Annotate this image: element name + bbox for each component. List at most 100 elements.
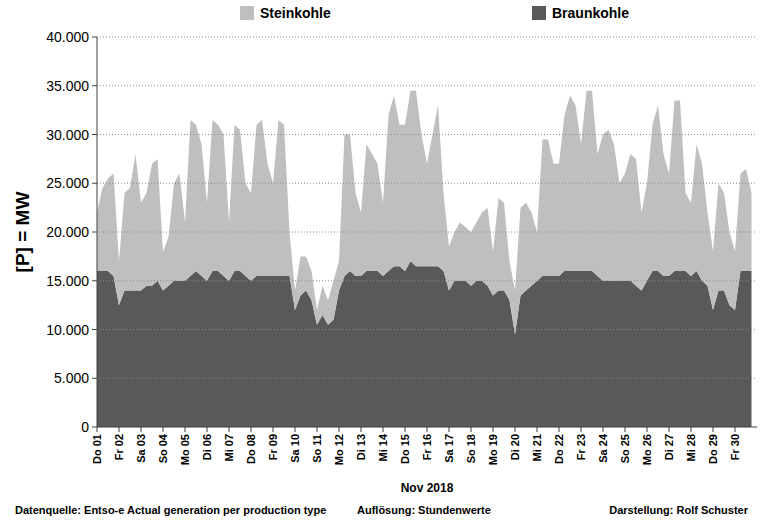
grid-line bbox=[97, 37, 757, 38]
legend-swatch bbox=[532, 6, 546, 20]
y-tick bbox=[92, 378, 97, 379]
x-tick-label: Mo 12 bbox=[333, 434, 345, 465]
x-tick bbox=[669, 427, 670, 432]
grid-line bbox=[97, 378, 757, 379]
x-tick bbox=[537, 427, 538, 432]
y-tick bbox=[92, 37, 97, 38]
x-tick bbox=[691, 427, 692, 432]
y-tick-label: 25.000 bbox=[46, 175, 89, 191]
areas bbox=[97, 91, 752, 427]
x-tick-label: Fr 02 bbox=[113, 434, 125, 460]
x-tick bbox=[163, 427, 164, 432]
y-tick-label: 20.000 bbox=[46, 224, 89, 240]
x-tick bbox=[449, 427, 450, 432]
x-tick-label: Do 22 bbox=[553, 434, 565, 464]
y-tick bbox=[92, 280, 97, 281]
x-tick-label: Di 06 bbox=[201, 434, 213, 460]
footer-text: Darstellung: Rolf Schuster bbox=[609, 504, 748, 516]
x-tick bbox=[581, 427, 582, 432]
x-tick-label: Sa 03 bbox=[135, 434, 147, 463]
x-tick-label: Mo 05 bbox=[179, 434, 191, 465]
x-tick-label: Di 13 bbox=[355, 434, 367, 460]
x-tick bbox=[207, 427, 208, 432]
x-tick-label: Sa 24 bbox=[597, 433, 609, 463]
y-tick-label: 40.000 bbox=[46, 29, 89, 45]
legend-swatch bbox=[240, 6, 254, 20]
y-tick-label: 35.000 bbox=[46, 78, 89, 94]
x-tick bbox=[405, 427, 406, 432]
x-tick bbox=[317, 427, 318, 432]
y-tick bbox=[92, 134, 97, 135]
x-tick-label: Mo 26 bbox=[641, 434, 653, 465]
x-tick bbox=[625, 427, 626, 432]
x-tick-label: Mi 14 bbox=[377, 433, 389, 461]
grid-line bbox=[97, 134, 757, 135]
x-tick-label: So 11 bbox=[311, 434, 323, 463]
x-tick bbox=[383, 427, 384, 432]
grid-line bbox=[97, 280, 757, 281]
x-tick bbox=[471, 427, 472, 432]
x-tick bbox=[295, 427, 296, 432]
chart-svg: 0 5.000 10.000 15.000 20.000 25.000 30.000 35.0… bbox=[0, 0, 771, 532]
x-tick-label: Sa 17 bbox=[443, 434, 455, 463]
x-tick-label: Do 15 bbox=[399, 434, 411, 464]
y-tick-label: 5.000 bbox=[54, 370, 89, 386]
x-tick-label: Di 27 bbox=[663, 434, 675, 460]
x-tick bbox=[735, 427, 736, 432]
x-tick bbox=[97, 427, 98, 432]
y-tick bbox=[92, 232, 97, 233]
y-axis-title: [P] = MW bbox=[12, 192, 33, 273]
grid-line bbox=[97, 85, 757, 86]
grid-line bbox=[97, 183, 757, 184]
x-tick-label: Di 20 bbox=[509, 434, 521, 460]
x-tick bbox=[713, 427, 714, 432]
x-tick-label: Mi 07 bbox=[223, 434, 235, 462]
y-tick bbox=[92, 427, 97, 428]
x-tick bbox=[603, 427, 604, 432]
x-tick-label: Fr 16 bbox=[421, 434, 433, 460]
footer-text: Auflösung: Stundenwerte bbox=[357, 504, 491, 516]
x-tick-label: Do 08 bbox=[245, 434, 257, 464]
area-0 bbox=[97, 261, 752, 427]
x-tick-label: So 25 bbox=[619, 434, 631, 463]
x-tick-label: So 04 bbox=[157, 433, 169, 463]
legend-label: Braunkohle bbox=[552, 5, 629, 21]
x-tick-label: Do 29 bbox=[707, 434, 719, 464]
x-tick-label: So 18 bbox=[465, 434, 477, 463]
x-tick bbox=[427, 427, 428, 432]
x-tick bbox=[361, 427, 362, 432]
x-tick-label: Mi 28 bbox=[685, 434, 697, 462]
x-tick bbox=[119, 427, 120, 432]
x-tick-label: Do 01 bbox=[91, 434, 103, 464]
x-tick bbox=[185, 427, 186, 432]
x-tick bbox=[493, 427, 494, 432]
grid-line bbox=[97, 329, 757, 330]
x-tick bbox=[141, 427, 142, 432]
x-tick-label: Fr 23 bbox=[575, 434, 587, 460]
x-axis-title: Nov 2018 bbox=[401, 481, 454, 495]
y-tick bbox=[92, 183, 97, 184]
x-tick bbox=[559, 427, 560, 432]
footer-text: Datenquelle: Entso-e Actual generation p… bbox=[15, 504, 326, 516]
x-tick-label: Mi 21 bbox=[531, 434, 543, 462]
y-tick-label: 0 bbox=[81, 419, 89, 435]
grid-line bbox=[97, 232, 757, 233]
y-tick bbox=[92, 85, 97, 86]
y-tick-label: 30.000 bbox=[46, 127, 89, 143]
area-1 bbox=[97, 91, 752, 335]
legend-label: Steinkohle bbox=[260, 5, 331, 21]
x-tick bbox=[647, 427, 648, 432]
x-tick-label: Mo 19 bbox=[487, 434, 499, 465]
y-tick-label: 15.000 bbox=[46, 273, 89, 289]
x-tick-label: Sa 10 bbox=[289, 434, 301, 463]
x-tick bbox=[229, 427, 230, 432]
y-axis bbox=[97, 37, 98, 427]
x-tick bbox=[515, 427, 516, 432]
x-tick-label: Fr 30 bbox=[729, 434, 741, 460]
y-tick-label: 10.000 bbox=[46, 322, 89, 338]
x-tick-label: Fr 09 bbox=[267, 434, 279, 460]
x-tick bbox=[273, 427, 274, 432]
x-tick bbox=[251, 427, 252, 432]
x-tick bbox=[339, 427, 340, 432]
chart-root: 0 5.000 10.000 15.000 20.000 25.000 30.000 35.0… bbox=[0, 0, 771, 532]
